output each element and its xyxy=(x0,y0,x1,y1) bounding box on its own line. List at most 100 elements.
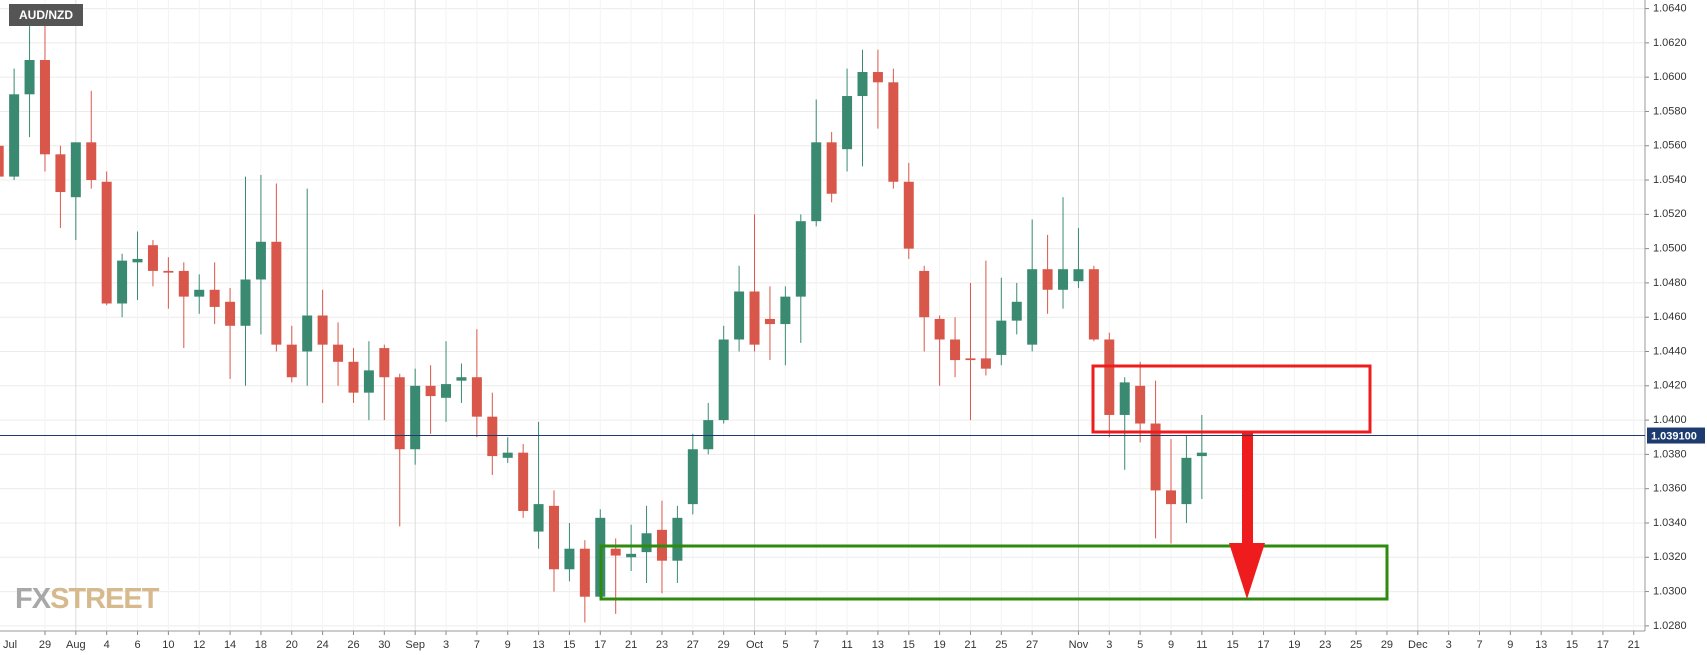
candle-body xyxy=(934,318,945,340)
x-tick-label: 29 xyxy=(39,639,51,651)
x-tick-label: 15 xyxy=(1566,639,1578,651)
x-tick-label: 9 xyxy=(1168,639,1174,651)
candle-body xyxy=(919,270,930,318)
candle-body xyxy=(795,221,806,297)
candle-body xyxy=(764,318,775,325)
y-tick-label: 1.0380 xyxy=(1653,448,1687,460)
resistance-box xyxy=(1091,364,1372,434)
x-tick-label: 24 xyxy=(317,639,329,651)
candle-body xyxy=(209,289,220,307)
x-tick-label: 3 xyxy=(443,639,449,651)
x-tick-label: 7 xyxy=(1476,639,1482,651)
x-tick-label: 21 xyxy=(1628,639,1640,651)
y-tick-label: 1.0460 xyxy=(1653,311,1687,323)
candle-body xyxy=(132,258,143,263)
x-tick-label: 7 xyxy=(813,639,819,651)
x-tick-label: 30 xyxy=(378,639,390,651)
x-tick-label: Sep xyxy=(405,639,425,651)
logo-text: FXSTREET xyxy=(15,583,160,615)
candle-body xyxy=(302,315,313,352)
x-tick-label: 29 xyxy=(718,639,730,651)
y-tick-label: 1.0320 xyxy=(1653,551,1687,563)
y-tick-label: 1.0340 xyxy=(1653,517,1687,529)
candle-body xyxy=(394,377,405,450)
candle-body xyxy=(734,291,745,340)
candle-body xyxy=(101,181,112,304)
candle-body xyxy=(888,82,899,182)
x-tick-label: 3 xyxy=(1106,639,1112,651)
x-tick-label: 17 xyxy=(1257,639,1269,651)
candle-body xyxy=(1150,423,1161,491)
current-price-label: 1.039100 xyxy=(1651,430,1697,442)
y-tick-label: 1.0400 xyxy=(1653,414,1687,426)
y-tick-label: 1.0540 xyxy=(1653,174,1687,186)
x-tick-label: 18 xyxy=(255,639,267,651)
candle-body xyxy=(950,339,961,361)
y-tick-label: 1.0280 xyxy=(1653,620,1687,632)
candle-body xyxy=(703,420,714,450)
x-tick-label: 4 xyxy=(104,639,110,651)
x-tick-label: Nov xyxy=(1069,639,1089,651)
x-tick-label: 21 xyxy=(625,639,637,651)
candle-body xyxy=(1104,339,1115,415)
candle-body xyxy=(687,449,698,505)
x-tick-label: 10 xyxy=(162,639,174,651)
candle-body xyxy=(379,348,390,378)
y-tick-label: 1.0440 xyxy=(1653,345,1687,357)
x-tick-label: 12 xyxy=(193,639,205,651)
y-tick-label: 1.0300 xyxy=(1653,585,1687,597)
candle-body xyxy=(749,291,760,345)
candle-body xyxy=(456,377,467,381)
logo-street: STREET xyxy=(50,583,160,615)
candle-body xyxy=(1166,490,1176,505)
candle-body xyxy=(502,452,513,458)
x-tick-label: 17 xyxy=(594,639,606,651)
candle-body xyxy=(1027,269,1038,345)
candle-body xyxy=(672,517,683,561)
candle-body xyxy=(39,60,50,155)
candle-body xyxy=(842,96,853,150)
y-tick-label: 1.0420 xyxy=(1653,380,1687,392)
x-tick-label: 23 xyxy=(1319,639,1331,651)
annotations xyxy=(599,364,1389,601)
candle-body xyxy=(857,72,868,97)
candle-body xyxy=(286,344,297,378)
candle-body xyxy=(579,548,590,597)
x-tick-label: 20 xyxy=(286,639,298,651)
y-tick-label: 1.0600 xyxy=(1653,71,1687,83)
symbol-badge xyxy=(9,4,83,26)
candle-body xyxy=(240,279,251,326)
candle-body xyxy=(1088,269,1099,340)
candle-body xyxy=(610,548,621,556)
candle-body xyxy=(965,358,976,361)
candle-body xyxy=(117,260,128,304)
x-tick-label: 17 xyxy=(1597,639,1609,651)
candle-body xyxy=(1042,269,1053,290)
y-tick-label: 1.0580 xyxy=(1653,105,1687,117)
candle-body xyxy=(178,270,189,297)
candle-body xyxy=(518,452,529,511)
candle-body xyxy=(533,504,544,532)
candle-body xyxy=(55,154,66,193)
candle-body xyxy=(1011,301,1022,321)
x-tick-label: Dec xyxy=(1408,639,1428,651)
x-tick-label: 5 xyxy=(1137,639,1143,651)
logo-fx: FX xyxy=(15,583,52,615)
candle-body xyxy=(811,142,822,222)
candle-body xyxy=(1181,457,1192,505)
candle-body xyxy=(425,385,436,397)
x-tick-label: 15 xyxy=(903,639,915,651)
candle-body xyxy=(348,361,359,393)
arrow-shaft xyxy=(1242,433,1253,545)
candle-body xyxy=(333,344,344,362)
candle-body xyxy=(564,548,575,570)
candle-body xyxy=(718,339,729,421)
candle-body xyxy=(641,533,652,553)
x-tick-label: 14 xyxy=(224,639,236,651)
candle-body xyxy=(1119,382,1130,415)
candle-body xyxy=(363,370,374,393)
current-price-badge xyxy=(1647,427,1705,444)
candle-body xyxy=(0,145,4,177)
x-tick-label: Aug xyxy=(66,639,86,651)
candle-body xyxy=(980,358,991,369)
